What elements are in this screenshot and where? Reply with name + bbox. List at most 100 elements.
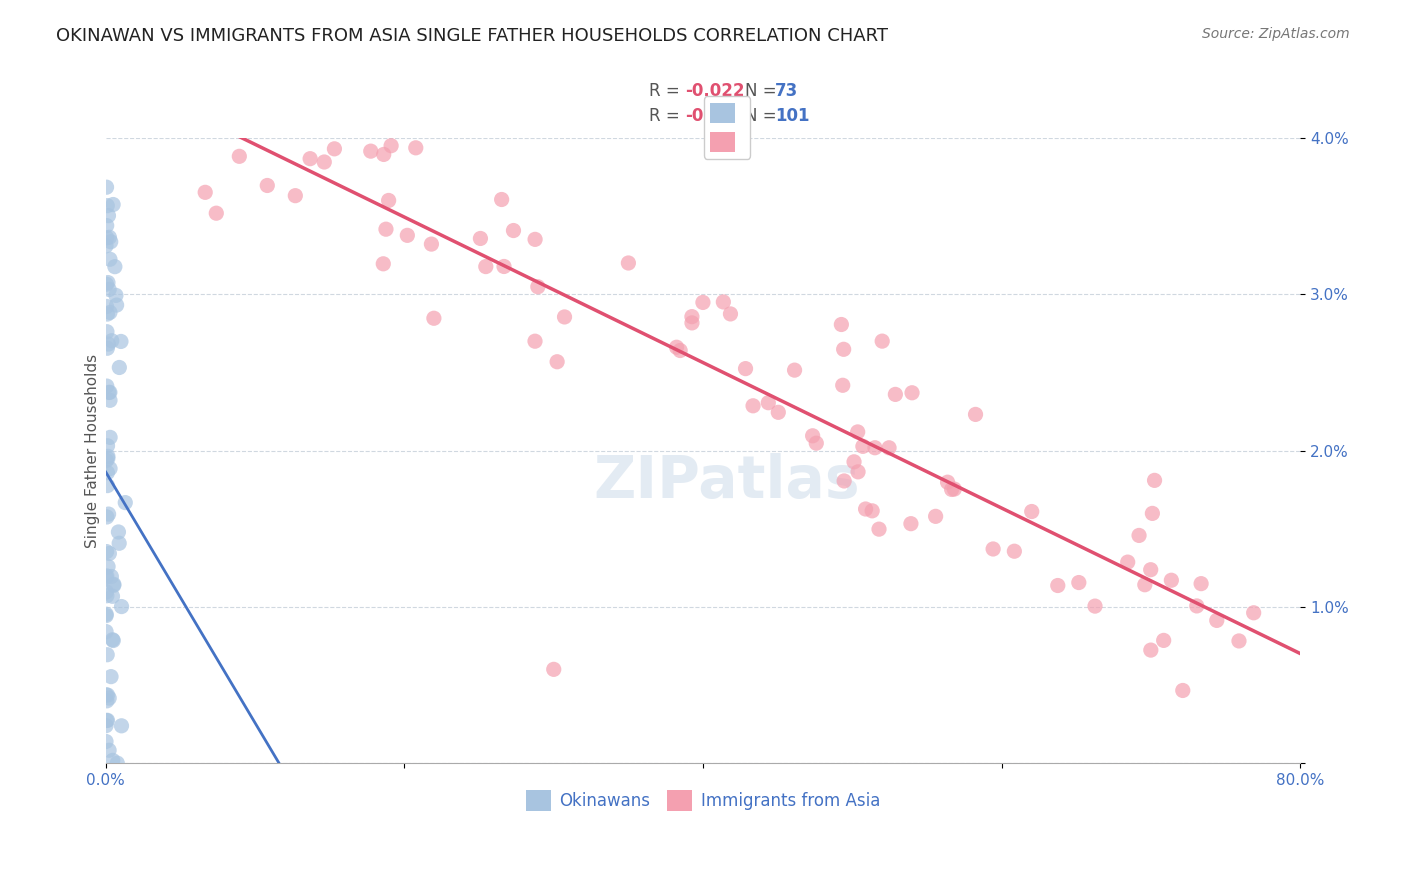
Okinawans [96,608,118,623]
Immigrants from Asia [475,260,498,274]
Immigrants from Asia [214,103,236,117]
Immigrants from Asia [617,256,640,270]
Immigrants from Asia [420,237,443,252]
Text: -0.727: -0.727 [685,107,745,125]
Immigrants from Asia [842,455,865,469]
Immigrants from Asia [936,475,959,490]
Okinawans [103,578,125,592]
Immigrants from Asia [378,117,401,131]
Okinawans [98,230,121,244]
Okinawans [105,298,128,312]
Okinawans [96,510,118,524]
Immigrants from Asia [396,228,419,243]
Okinawans [98,385,121,400]
Immigrants from Asia [806,436,828,450]
Immigrants from Asia [832,474,855,488]
Immigrants from Asia [884,387,907,401]
Immigrants from Asia [852,439,875,453]
Immigrants from Asia [107,100,129,114]
Immigrants from Asia [1189,576,1212,591]
Okinawans [96,219,118,233]
Immigrants from Asia [901,385,924,400]
Immigrants from Asia [283,100,305,114]
Okinawans [97,559,120,574]
Immigrants from Asia [846,425,869,439]
Okinawans [96,341,118,355]
Text: Source: ZipAtlas.com: Source: ZipAtlas.com [1202,27,1350,41]
Okinawans [96,585,118,599]
Immigrants from Asia [855,502,877,516]
Okinawans [96,199,118,213]
Immigrants from Asia [870,334,893,348]
Okinawans [94,570,117,584]
Immigrants from Asia [380,138,402,153]
Immigrants from Asia [1227,634,1250,648]
Immigrants from Asia [1128,528,1150,542]
Okinawans [98,743,121,757]
Okinawans [94,624,117,639]
Immigrants from Asia [423,311,446,326]
Immigrants from Asia [143,100,166,114]
Immigrants from Asia [115,100,138,114]
Okinawans [96,439,118,453]
Okinawans [110,334,132,349]
Immigrants from Asia [1133,578,1156,592]
Immigrants from Asia [1002,544,1025,558]
Text: OKINAWAN VS IMMIGRANTS FROM ASIA SINGLE FATHER HOUSEHOLDS CORRELATION CHART: OKINAWAN VS IMMIGRANTS FROM ASIA SINGLE … [56,27,889,45]
Immigrants from Asia [681,316,703,330]
Text: 101: 101 [775,107,810,125]
Immigrants from Asia [302,100,325,114]
Okinawans [96,453,118,467]
Okinawans [97,337,120,351]
Immigrants from Asia [832,343,855,357]
Okinawans [100,334,122,348]
Immigrants from Asia [1205,614,1227,628]
Okinawans [96,478,118,492]
Immigrants from Asia [734,361,756,376]
Okinawans [96,544,118,558]
Okinawans [97,688,120,702]
Immigrants from Asia [783,363,806,377]
Okinawans [110,599,132,614]
Immigrants from Asia [768,405,790,419]
Immigrants from Asia [711,295,734,310]
Immigrants from Asia [264,109,287,123]
Immigrants from Asia [204,100,226,114]
Okinawans [96,714,118,728]
Okinawans [96,231,118,245]
Immigrants from Asia [801,429,824,443]
Okinawans [94,719,117,733]
Okinawans [98,252,121,267]
Immigrants from Asia [256,178,278,193]
Okinawans [108,536,131,550]
Immigrants from Asia [742,399,765,413]
Immigrants from Asia [1142,507,1164,521]
Text: N =: N = [745,107,782,125]
Immigrants from Asia [357,103,380,117]
Okinawans [97,507,120,521]
Immigrants from Asia [846,465,869,479]
Text: N =: N = [745,82,782,100]
Immigrants from Asia [299,152,322,166]
Okinawans [103,577,125,591]
Okinawans [97,385,120,400]
Immigrants from Asia [756,395,779,409]
Okinawans [110,719,132,733]
Immigrants from Asia [965,408,987,422]
Okinawans [96,607,118,622]
Okinawans [101,590,124,604]
Immigrants from Asia [228,149,250,163]
Immigrants from Asia [360,144,382,158]
Immigrants from Asia [924,509,946,524]
Immigrants from Asia [1171,683,1194,698]
Okinawans [107,524,129,539]
Okinawans [98,305,121,319]
Okinawans [94,688,117,702]
Immigrants from Asia [1021,504,1043,518]
Text: ZIPatlas: ZIPatlas [593,453,860,510]
Immigrants from Asia [830,318,852,332]
Okinawans [98,461,121,475]
Immigrants from Asia [554,310,576,324]
Okinawans [100,670,122,684]
Okinawans [96,300,118,314]
